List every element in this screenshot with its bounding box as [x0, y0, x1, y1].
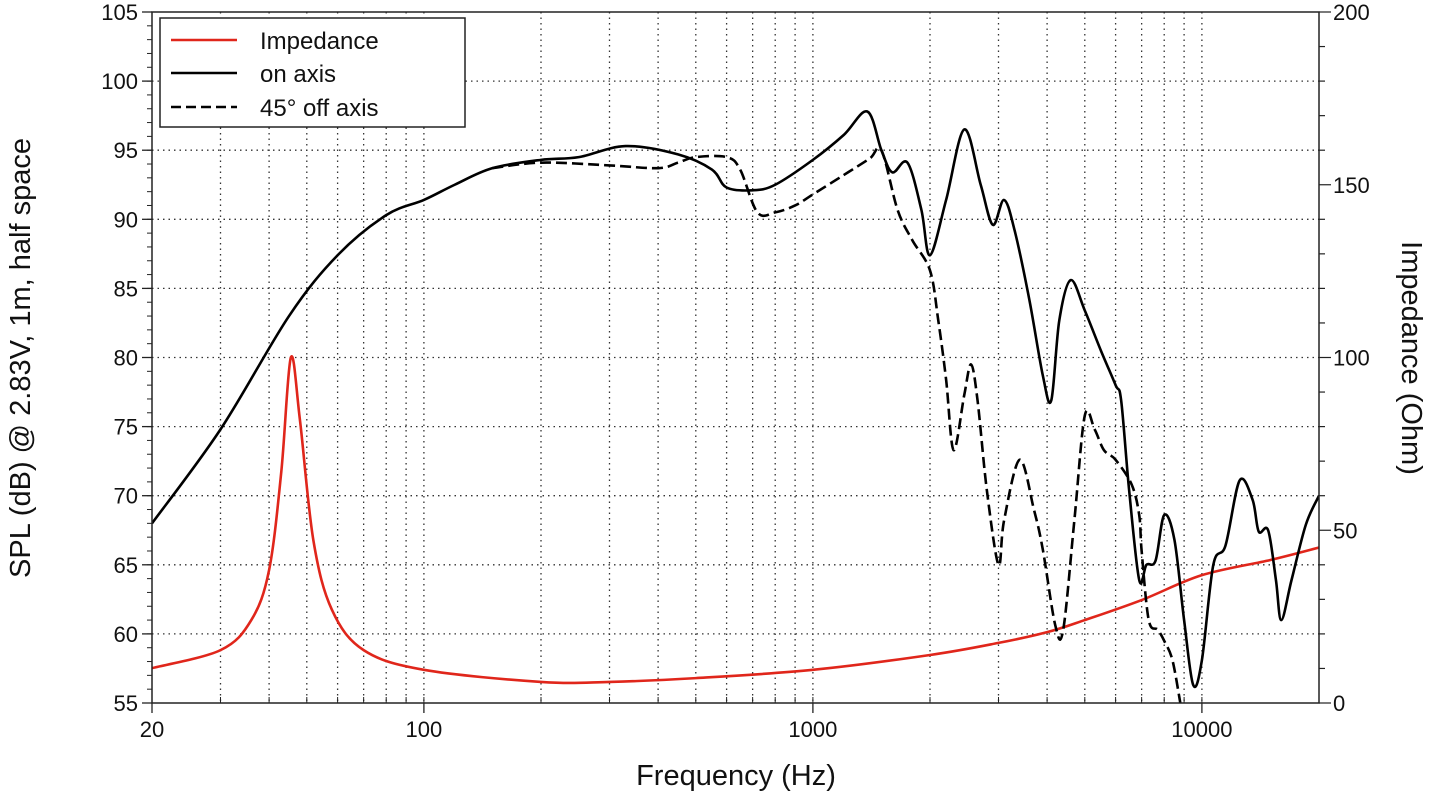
legend-label-on-axis: on axis	[260, 61, 336, 88]
on-axis-line	[152, 110, 1319, 689]
axis-ticks: 55 60 65 70 75 80 85 90 95 100 105 0 50 100 150 200 20 10…	[101, 0, 1369, 742]
y-tick-label: 100	[101, 69, 138, 94]
plot-frame	[151, 11, 1320, 704]
y2-tick-label: 150	[1333, 173, 1370, 198]
x-axis-label: Frequency (Hz)	[636, 760, 836, 792]
y-tick-label: 85	[114, 276, 138, 301]
y-axis-label: SPL (dB) @ 2.83V, 1m, half space	[5, 138, 37, 578]
grid	[152, 12, 1319, 703]
y-tick-label: 90	[114, 207, 138, 232]
y-tick-label: 80	[114, 346, 138, 371]
x-tick-label: 20	[140, 717, 164, 742]
y-tick-label: 65	[114, 553, 138, 578]
x-tick-label: 10000	[1171, 717, 1232, 742]
y2-tick-label: 50	[1333, 518, 1357, 543]
x-tick-label: 1000	[788, 717, 837, 742]
series-lines	[152, 110, 1319, 703]
y2-tick-label: 0	[1333, 691, 1345, 716]
legend-label-impedance: Impedance	[260, 28, 379, 55]
y2-tick-label: 200	[1333, 0, 1370, 25]
y-tick-label: 75	[114, 415, 138, 440]
y2-tick-label: 100	[1333, 346, 1370, 371]
y2-axis-label: Impedance (Ohm)	[1395, 241, 1427, 475]
impedance-line	[152, 355, 1319, 685]
y-tick-label: 105	[101, 0, 138, 25]
legend-label-off-axis: 45° off axis	[260, 95, 379, 122]
off-axis-line	[492, 146, 1182, 703]
legend: Impedance on axis 45° off axis	[159, 17, 466, 128]
y-tick-label: 70	[114, 484, 138, 509]
x-tick-label: 100	[406, 717, 443, 742]
y-tick-label: 95	[114, 138, 138, 163]
y-tick-label: 60	[114, 622, 138, 647]
y-tick-label: 55	[114, 691, 138, 716]
legend-box	[159, 17, 466, 128]
